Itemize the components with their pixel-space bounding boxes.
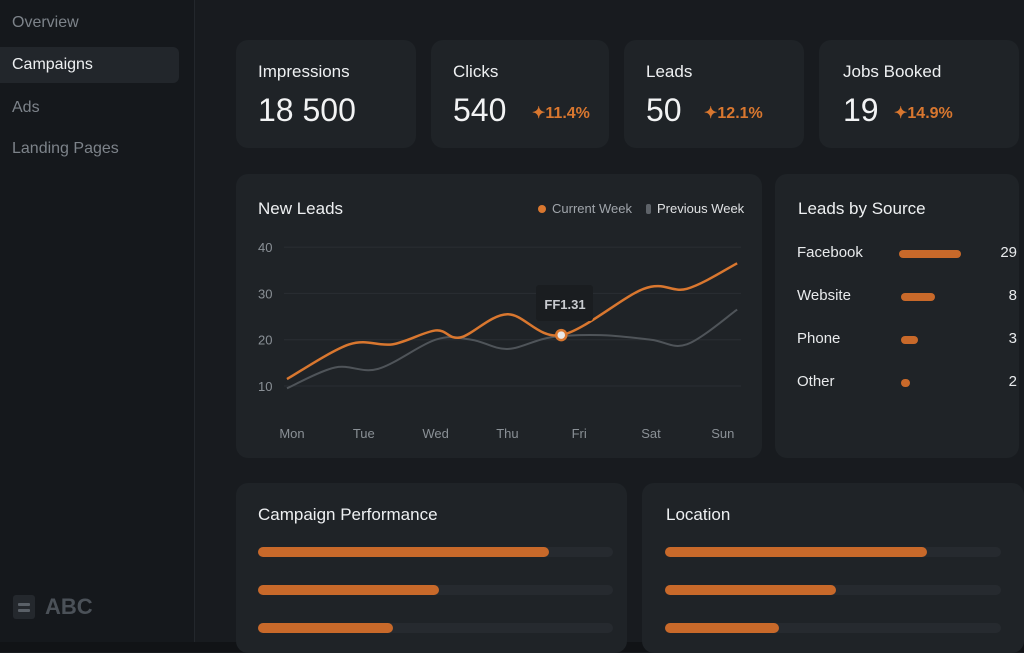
bar-track bbox=[258, 623, 613, 633]
kpi-leads: Leads 50 ✦12.1% bbox=[624, 40, 804, 148]
kpi-value: 19 bbox=[843, 92, 879, 128]
y-tick-label: 40 bbox=[258, 240, 272, 255]
source-label: Facebook bbox=[797, 244, 863, 261]
kpi-value: 18 500 bbox=[258, 92, 356, 128]
source-row-website: Website 8 bbox=[797, 287, 1017, 307]
legend-current-week[interactable]: Current Week bbox=[538, 201, 632, 216]
kpi-delta: ✦14.9% bbox=[894, 105, 953, 122]
x-tick-label: Sat bbox=[641, 426, 661, 441]
bar-fill bbox=[258, 547, 550, 557]
leads-by-source-card: Leads by Source Facebook 29 Website 8 Phone 3… bbox=[775, 174, 1019, 458]
y-tick-label: 30 bbox=[258, 286, 272, 301]
kpi-delta: ✦11.4% bbox=[532, 105, 590, 122]
tooltip-text: FF1.31 bbox=[544, 297, 585, 312]
kpi-value: 50 bbox=[646, 92, 682, 128]
kpi-label: Jobs Booked bbox=[843, 62, 942, 81]
source-value: 2 bbox=[1008, 373, 1017, 390]
card-title: Campaign Performance bbox=[258, 505, 438, 524]
legend-previous-week[interactable]: Previous Week bbox=[646, 201, 744, 216]
kpi-jobs-booked: Jobs Booked 19 ✦14.9% bbox=[819, 40, 1019, 148]
sidebar-item-overview[interactable]: Overview bbox=[12, 14, 79, 31]
bar-fill bbox=[665, 547, 928, 557]
card-title: New Leads bbox=[258, 199, 344, 218]
x-tick-label: Tue bbox=[353, 426, 375, 441]
highlight-point bbox=[555, 328, 568, 342]
bar-fill bbox=[258, 623, 393, 633]
source-row-other: Other 2 bbox=[797, 373, 1017, 393]
source-bar bbox=[901, 379, 911, 387]
sidebar-item-landing-pages[interactable]: Landing Pages bbox=[12, 140, 119, 157]
source-row-facebook: Facebook 29 bbox=[797, 244, 1017, 264]
tooltip bbox=[536, 285, 593, 321]
series-line-previous bbox=[286, 308, 738, 390]
y-tick-label: 10 bbox=[258, 379, 272, 394]
kpi-value: 540 bbox=[453, 92, 507, 128]
logo-text: ABC bbox=[45, 594, 93, 619]
source-label: Other bbox=[797, 373, 835, 390]
source-bar bbox=[899, 250, 961, 258]
line-chart: 10 20 30 40 Mon Tue Wed Thu Fri Sat Sun FF1.31 bbox=[258, 240, 741, 441]
sidebar: Overview Campaigns Ads Landing Pages ABC bbox=[0, 0, 195, 642]
x-tick-label: Mon bbox=[279, 426, 304, 441]
kpi-label: Impressions bbox=[258, 62, 350, 81]
kpi-delta: ✦12.1% bbox=[704, 105, 763, 122]
menu-icon bbox=[13, 595, 35, 619]
source-value: 8 bbox=[1008, 287, 1017, 304]
kpi-label: Leads bbox=[646, 62, 693, 81]
logo: ABC bbox=[13, 594, 93, 620]
bar-fill bbox=[665, 623, 780, 633]
bar-fill bbox=[665, 585, 837, 595]
source-bar bbox=[901, 293, 936, 301]
kpi-impressions: Impressions 18 500 bbox=[236, 40, 416, 148]
bar-track bbox=[665, 623, 1001, 633]
sidebar-item-campaigns[interactable]: Campaigns bbox=[0, 47, 179, 83]
kpi-clicks: Clicks 540 ✦11.4% bbox=[431, 40, 609, 148]
legend-label: Current Week bbox=[552, 201, 632, 216]
card-title: Location bbox=[666, 505, 731, 524]
sidebar-item-ads[interactable]: Ads bbox=[12, 99, 40, 116]
source-bar bbox=[901, 336, 918, 344]
source-value: 3 bbox=[1008, 330, 1017, 347]
kpi-label: Clicks bbox=[453, 62, 499, 81]
y-tick-label: 20 bbox=[258, 333, 272, 348]
x-tick-label: Sun bbox=[711, 426, 734, 441]
campaign-performance-card: Campaign Performance bbox=[236, 483, 627, 653]
legend-dot bbox=[538, 204, 546, 213]
x-tick-label: Thu bbox=[496, 426, 518, 441]
bar-fill bbox=[258, 585, 440, 595]
legend-dot bbox=[646, 203, 651, 214]
x-tick-label: Wed bbox=[422, 426, 449, 441]
source-label: Phone bbox=[797, 330, 841, 347]
source-label: Website bbox=[797, 287, 851, 304]
legend-label: Previous Week bbox=[657, 201, 745, 216]
location-card: Location bbox=[642, 483, 1024, 653]
source-value: 29 bbox=[1000, 244, 1017, 261]
x-tick-label: Fri bbox=[572, 426, 587, 441]
new-leads-card: New Leads Current Week Previous Week 10 2… bbox=[236, 174, 762, 458]
card-title: Leads by Source bbox=[798, 199, 926, 218]
source-row-phone: Phone 3 bbox=[797, 330, 1017, 350]
series-line-current bbox=[286, 262, 738, 381]
